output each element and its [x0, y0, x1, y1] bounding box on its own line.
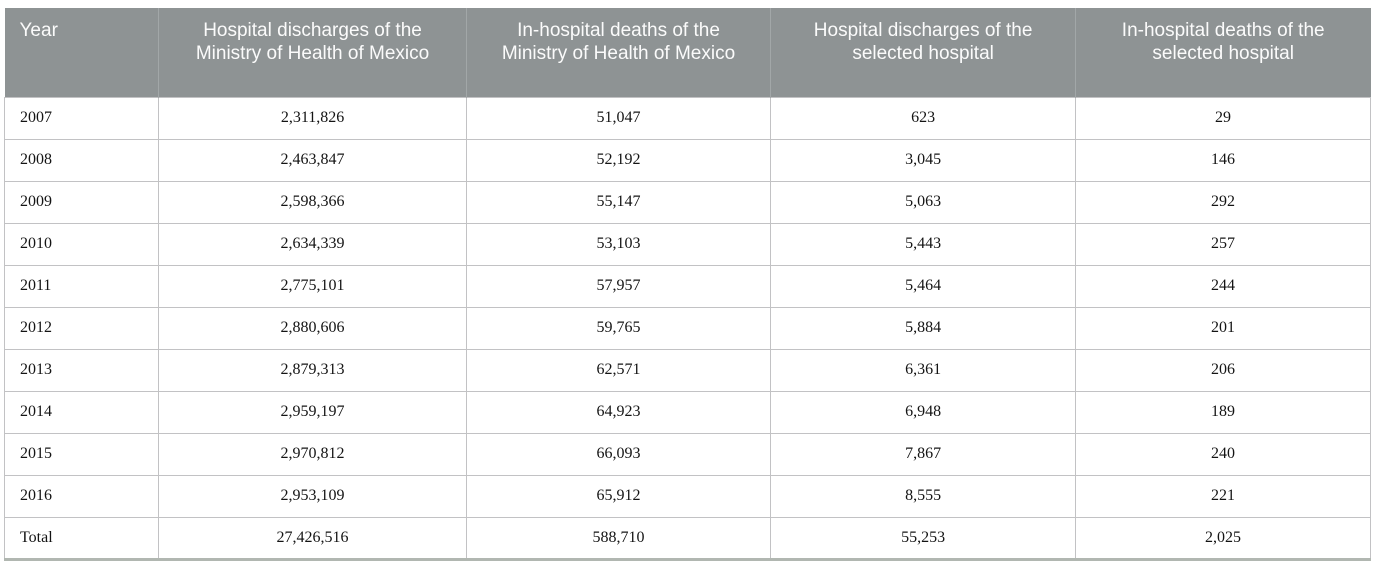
value-cell: 588,710	[465, 516, 772, 560]
value-cell: 2,953,109	[158, 474, 467, 518]
value-cell: 221	[1074, 474, 1372, 518]
row-label-cell: 2014	[3, 390, 160, 434]
value-cell: 5,063	[770, 180, 1076, 224]
table-row: 2015 2,970,812 66,093 7,867 240	[3, 432, 1372, 476]
value-cell: 6,948	[770, 390, 1076, 434]
row-label-cell: 2011	[3, 264, 160, 308]
table-row: 2014 2,959,197 64,923 6,948 189	[3, 390, 1372, 434]
table-row: 2016 2,953,109 65,912 8,555 221	[3, 474, 1372, 518]
row-label-cell: 2007	[3, 96, 160, 140]
row-label-cell: Total	[3, 516, 160, 560]
value-cell: 240	[1074, 432, 1372, 476]
row-label-cell: 2015	[3, 432, 160, 476]
value-cell: 62,571	[465, 348, 772, 392]
row-label-cell: 2013	[3, 348, 160, 392]
value-cell: 51,047	[465, 96, 772, 140]
value-cell: 2,598,366	[158, 180, 467, 224]
value-cell: 623	[770, 96, 1076, 140]
row-label-cell: 2008	[3, 138, 160, 182]
value-cell: 292	[1074, 180, 1372, 224]
value-cell: 59,765	[465, 306, 772, 350]
value-cell: 2,970,812	[158, 432, 467, 476]
value-cell: 27,426,516	[158, 516, 467, 560]
value-cell: 7,867	[770, 432, 1076, 476]
value-cell: 5,884	[770, 306, 1076, 350]
value-cell: 3,045	[770, 138, 1076, 182]
value-cell: 206	[1074, 348, 1372, 392]
value-cell: 53,103	[465, 222, 772, 266]
value-cell: 2,463,847	[158, 138, 467, 182]
value-cell: 64,923	[465, 390, 772, 434]
value-cell: 2,311,826	[158, 96, 467, 140]
value-cell: 8,555	[770, 474, 1076, 518]
value-cell: 29	[1074, 96, 1372, 140]
row-label-cell: 2010	[3, 222, 160, 266]
value-cell: 244	[1074, 264, 1372, 308]
value-cell: 55,147	[465, 180, 772, 224]
column-header-hospital-discharges: Hospital discharges of the selected hosp…	[770, 8, 1076, 97]
value-cell: 2,959,197	[158, 390, 467, 434]
value-cell: 2,775,101	[158, 264, 467, 308]
value-cell: 146	[1074, 138, 1372, 182]
column-header-ministry-discharges: Hospital discharges of the Ministry of H…	[158, 8, 467, 97]
table-row: 2009 2,598,366 55,147 5,063 292	[3, 180, 1372, 224]
value-cell: 189	[1074, 390, 1372, 434]
table-header: Year Hospital discharges of the Ministry…	[4, 8, 1371, 97]
value-cell: 201	[1074, 306, 1372, 350]
value-cell: 5,464	[770, 264, 1076, 308]
value-cell: 2,880,606	[158, 306, 467, 350]
table-row: Total 27,426,516 588,710 55,253 2,025	[3, 516, 1372, 560]
row-label-cell: 2016	[3, 474, 160, 518]
value-cell: 57,957	[465, 264, 772, 308]
hospital-discharges-table: Year Hospital discharges of the Ministry…	[3, 8, 1372, 561]
table-row: 2008 2,463,847 52,192 3,045 146	[3, 138, 1372, 182]
value-cell: 6,361	[770, 348, 1076, 392]
value-cell: 65,912	[465, 474, 772, 518]
column-header-year: Year	[4, 8, 159, 97]
table-row: 2011 2,775,101 57,957 5,464 244	[3, 264, 1372, 308]
value-cell: 5,443	[770, 222, 1076, 266]
row-label-cell: 2012	[3, 306, 160, 350]
column-header-hospital-deaths: In-hospital deaths of the selected hospi…	[1074, 8, 1371, 97]
table-row: 2010 2,634,339 53,103 5,443 257	[3, 222, 1372, 266]
table-row: 2012 2,880,606 59,765 5,884 201	[3, 306, 1372, 350]
table-row: 2013 2,879,313 62,571 6,361 206	[3, 348, 1372, 392]
header-row: Year Hospital discharges of the Ministry…	[4, 8, 1371, 97]
table-body: 2007 2,311,826 51,047 623 29 2008 2,463,847 52,…	[3, 96, 1372, 560]
data-table-container: Year Hospital discharges of the Ministry…	[3, 8, 1372, 561]
column-header-ministry-deaths: In-hospital deaths of the Ministry of He…	[465, 8, 771, 97]
value-cell: 55,253	[770, 516, 1076, 560]
value-cell: 2,879,313	[158, 348, 467, 392]
row-label-cell: 2009	[3, 180, 160, 224]
value-cell: 52,192	[465, 138, 772, 182]
value-cell: 66,093	[465, 432, 772, 476]
value-cell: 2,634,339	[158, 222, 467, 266]
value-cell: 257	[1074, 222, 1372, 266]
value-cell: 2,025	[1074, 516, 1372, 560]
table-row: 2007 2,311,826 51,047 623 29	[3, 96, 1372, 140]
